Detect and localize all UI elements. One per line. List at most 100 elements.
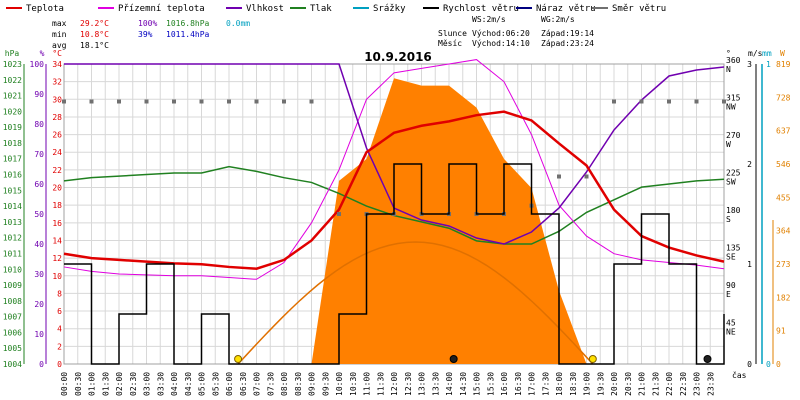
wind-direction-point (639, 99, 644, 104)
axis-tick-percent: 10 (34, 330, 44, 339)
axis-tick-time: 07:30 (266, 372, 275, 396)
legend-item: Srážky (373, 4, 406, 14)
wind-direction-point (667, 99, 671, 104)
axis-tick-celsius: 32 (52, 78, 62, 87)
axis-unit-ms: m/s (748, 49, 763, 58)
axis-tick-time: 19:00 (583, 372, 592, 396)
axis-tick-percent: 90 (34, 90, 44, 99)
axis-unit-mm: mm (762, 49, 772, 58)
legend: Teplota Přízemní teplota Vlhkost Tlak Srážky… (6, 4, 666, 14)
moonrise-marker (449, 355, 458, 363)
axis-tick-hpa: 1005 (3, 344, 22, 353)
legend-item: Teplota (26, 4, 64, 14)
wind-direction-point (254, 99, 259, 104)
sun-moon-info: WS:2m/s WG:2m/s Slunce Východ:06:20 Západ:19… (438, 15, 594, 48)
info-text: Východ:06:20 (472, 29, 530, 38)
wind-speed-line (64, 163, 725, 365)
axis-tick-hpa: 1013 (3, 218, 22, 227)
axis-tick-direction: W (726, 140, 731, 149)
axis-tick-time: 01:30 (101, 372, 110, 396)
axis-tick-time: 18:30 (569, 372, 578, 396)
axis-tick-time: 00:30 (74, 372, 83, 396)
axis-tick-time: 00:00 (60, 372, 69, 396)
axis-tick-ms: 3 (747, 60, 752, 69)
axis-tick-hpa: 1017 (3, 155, 22, 164)
axis-tick-direction: NW (726, 103, 736, 112)
axis-tick-watt: 0 (776, 360, 781, 369)
sunrise-marker (234, 355, 243, 363)
axis-tick-time: 11:30 (376, 372, 385, 396)
axis-tick-watt: 364 (776, 227, 791, 236)
axis-tick-direction: NE (726, 328, 736, 337)
axis-tick-percent: 80 (34, 120, 44, 129)
axis-tick-time: 15:00 (473, 372, 482, 396)
axis-tick-degrees: 45 (726, 319, 736, 328)
axis-tick-watt: 728 (776, 93, 791, 102)
wind-direction-point (694, 99, 699, 104)
axis-tick-watt: 455 (776, 193, 791, 202)
info-text: WG:2m/s (541, 15, 575, 24)
legend-item: Vlhkost (246, 4, 284, 14)
axis-tick-degrees: 360 (726, 56, 741, 65)
axis-tick-percent: 30 (34, 270, 44, 279)
axis-tick-celsius: 20 (52, 184, 62, 193)
axis-tick-degrees: 135 (726, 244, 741, 253)
axis-tick-time: 03:30 (156, 372, 165, 396)
axis-tick-celsius: 8 (57, 289, 62, 298)
axis-tick-percent: 50 (34, 210, 44, 219)
axis-tick-celsius: 2 (57, 342, 62, 351)
axis-tick-time: 09:30 (321, 372, 330, 396)
legend-item: Rychlost větru (443, 4, 519, 14)
axis-tick-hpa: 1023 (3, 60, 22, 69)
axis-tick-hpa: 1015 (3, 186, 22, 195)
info-text: Slunce (438, 29, 467, 38)
axis-tick-watt: 546 (776, 160, 791, 169)
wind-speed-series (64, 163, 725, 365)
sun-moon-markers (234, 355, 712, 363)
axis-tick-time: 10:00 (335, 372, 344, 396)
stat-value: 18.1°C (80, 41, 109, 50)
axis-tick-time: 20:00 (610, 372, 619, 396)
axis-tick-time: 16:30 (514, 372, 523, 396)
axis-tick-celsius: 0 (57, 360, 62, 369)
sun-path-line (237, 241, 594, 365)
axis-tick-degrees: 225 (726, 169, 741, 178)
axis-tick-hpa: 1019 (3, 123, 22, 132)
legend-item: Přízemní teplota (118, 4, 205, 14)
axis-tick-hpa: 1008 (3, 297, 22, 306)
info-text: Východ:14:10 (472, 39, 530, 48)
stat-value: 39% (138, 30, 153, 39)
axis-tick-time: 23:30 (706, 372, 715, 396)
axis-tick-celsius: 4 (57, 325, 62, 334)
axis-tick-hpa: 1021 (3, 92, 22, 101)
axis-unit-hpa: hPa (5, 49, 20, 58)
axis-tick-watt: 819 (776, 60, 791, 69)
axis-tick-ms: 2 (747, 160, 752, 169)
axis-unit-percent: % (40, 49, 45, 58)
axis-tick-time: 23:00 (693, 372, 702, 396)
info-text: Západ:23:24 (541, 39, 594, 48)
axis-tick-time: 04:00 (170, 372, 179, 396)
wind-direction-point (172, 99, 176, 104)
axis-tick-celsius: 22 (52, 166, 62, 175)
axis-tick-hpa: 1018 (3, 139, 22, 148)
info-text: Západ:19:14 (541, 29, 594, 38)
axis-tick-time: 10:30 (349, 372, 358, 396)
legend-item: Tlak (310, 4, 332, 14)
wind-direction-point (584, 174, 589, 179)
axis-unit-degrees: ° (726, 49, 731, 58)
axis-tick-time: 06:30 (239, 372, 248, 396)
x-axis-label: čas (732, 370, 747, 380)
axis-tick-watt: 91 (776, 327, 786, 336)
axis-tick-hpa: 1004 (3, 360, 22, 369)
axis-unit-watt: W (780, 49, 785, 58)
wind-direction-point (337, 212, 341, 216)
axis-tick-direction: N (726, 65, 731, 74)
axis-tick-direction: SE (726, 253, 736, 262)
axis-tick-hpa: 1022 (3, 76, 22, 85)
axis-tick-celsius: 24 (52, 148, 62, 157)
axis-tick-ms: 0 (747, 360, 752, 369)
wind-direction-point (199, 99, 204, 104)
axis-tick-percent: 0 (39, 360, 44, 369)
stat-label: min (52, 30, 67, 39)
